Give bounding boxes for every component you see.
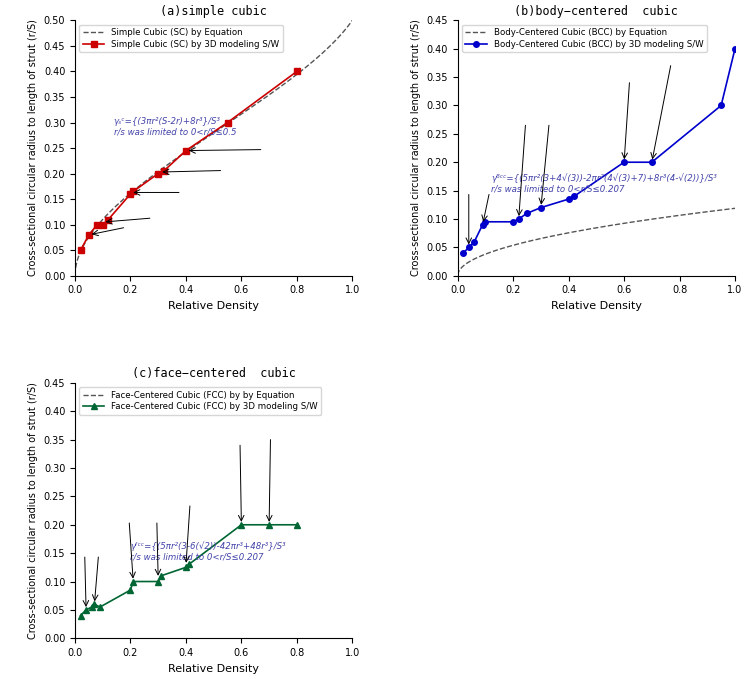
Simple Cubic (SC) by 3D modeling S/W xyxy=(126,190,135,198)
Line: Body-Centered Cubic (BCC) by Equation: Body-Centered Cubic (BCC) by Equation xyxy=(458,158,750,275)
Body-Centered Cubic (BCC) by Equation xyxy=(453,271,462,279)
Face-Centered Cubic (FCC) by 3D modeling S/W xyxy=(95,603,104,611)
Simple Cubic (SC) by 3D modeling S/W xyxy=(292,67,302,75)
Face-Centered Cubic (FCC) by 3D modeling S/W xyxy=(126,586,135,594)
Body-Centered Cubic (BCC) by 3D modeling S/W xyxy=(647,158,656,166)
Simple Cubic (SC) by 3D modeling S/W xyxy=(84,231,93,239)
Title: (a)simple cubic: (a)simple cubic xyxy=(160,5,267,18)
Face-Centered Cubic (FCC) by 3D modeling S/W xyxy=(87,603,96,611)
Body-Centered Cubic (BCC) by 3D modeling S/W xyxy=(523,209,532,217)
Body-Centered Cubic (BCC) by 3D modeling S/W xyxy=(536,204,545,212)
Body-Centered Cubic (BCC) by 3D modeling S/W xyxy=(620,158,628,166)
Face-Centered Cubic (FCC) by 3D modeling S/W xyxy=(129,577,138,585)
Simple Cubic (SC) by 3D modeling S/W xyxy=(159,167,168,175)
Face-Centered Cubic (FCC) by 3D modeling S/W xyxy=(292,521,302,529)
Simple Cubic (SC) by 3D modeling S/W xyxy=(76,246,85,254)
Face-Centered Cubic (FCC) by 3D modeling S/W xyxy=(154,577,163,585)
Simple Cubic (SC) by Equation xyxy=(348,16,357,24)
Title: (c)face−centered  cubic: (c)face−centered cubic xyxy=(132,367,296,380)
Body-Centered Cubic (BCC) by Equation xyxy=(748,202,750,210)
Simple Cubic (SC) by Equation xyxy=(70,271,80,279)
Line: Face-Centered Cubic (FCC) by by Equation: Face-Centered Cubic (FCC) by by Equation xyxy=(0,521,75,638)
Face-Centered Cubic (FCC) by 3D modeling S/W xyxy=(182,564,190,572)
Text: γᴮᶜᶜ={(5πr²(3+4√(3))-2πr²(4√(3)+7)+8r³(4-√(2))}/S³
r/s was limited to 0<r/S≤0.20: γᴮᶜᶜ={(5πr²(3+4√(3))-2πr²(4√(3)+7)+8r³(4… xyxy=(491,174,717,194)
Line: Face-Centered Cubic (FCC) by 3D modeling S/W: Face-Centered Cubic (FCC) by 3D modeling… xyxy=(78,522,300,619)
Simple Cubic (SC) by 3D modeling S/W xyxy=(154,170,163,178)
Body-Centered Cubic (BCC) by 3D modeling S/W xyxy=(470,238,478,246)
Body-Centered Cubic (BCC) by Equation xyxy=(626,218,635,226)
Face-Centered Cubic (FCC) by 3D modeling S/W xyxy=(90,600,99,608)
Text: γᶠᶜᶜ={(5πr²(3-6(√2))-42πr³+48r³}/S³
r/s was limited to 0<r/S≤0.207: γᶠᶜᶜ={(5πr²(3-6(√2))-42πr³+48r³}/S³ r/s … xyxy=(130,541,286,562)
Face-Centered Cubic (FCC) by 3D modeling S/W xyxy=(265,521,274,529)
Y-axis label: Cross-sectional circular radius to length of strut (r/S): Cross-sectional circular radius to lengt… xyxy=(28,20,38,276)
Face-Centered Cubic (FCC) by by Equation xyxy=(36,613,45,621)
Face-Centered Cubic (FCC) by 3D modeling S/W xyxy=(237,521,246,529)
Simple Cubic (SC) by 3D modeling S/W xyxy=(182,147,190,155)
Simple Cubic (SC) by Equation xyxy=(250,101,259,109)
Body-Centered Cubic (BCC) by Equation xyxy=(480,251,489,259)
Simple Cubic (SC) by Equation xyxy=(89,226,98,234)
X-axis label: Relative Density: Relative Density xyxy=(168,301,260,311)
Body-Centered Cubic (BCC) by 3D modeling S/W xyxy=(730,45,740,53)
X-axis label: Relative Density: Relative Density xyxy=(168,663,260,674)
Line: Simple Cubic (SC) by 3D modeling S/W: Simple Cubic (SC) by 3D modeling S/W xyxy=(78,69,300,253)
Simple Cubic (SC) by 3D modeling S/W xyxy=(98,221,107,229)
Legend: Body-Centered Cubic (BCC) by Equation, Body-Centered Cubic (BCC) by 3D modeling : Body-Centered Cubic (BCC) by Equation, B… xyxy=(462,24,707,52)
Simple Cubic (SC) by Equation xyxy=(108,206,117,214)
Body-Centered Cubic (BCC) by 3D modeling S/W xyxy=(570,192,579,200)
Face-Centered Cubic (FCC) by 3D modeling S/W xyxy=(184,560,194,568)
Legend: Simple Cubic (SC) by Equation, Simple Cubic (SC) by 3D modeling S/W: Simple Cubic (SC) by Equation, Simple Cu… xyxy=(80,24,283,52)
Title: (b)body−centered  cubic: (b)body−centered cubic xyxy=(514,5,678,18)
Simple Cubic (SC) by 3D modeling S/W xyxy=(104,215,112,223)
Body-Centered Cubic (BCC) by 3D modeling S/W xyxy=(459,249,468,257)
Simple Cubic (SC) by 3D modeling S/W xyxy=(129,187,138,196)
Y-axis label: Cross-sectional circular radius to length of strut (r/S): Cross-sectional circular radius to lengt… xyxy=(28,382,38,639)
Line: Simple Cubic (SC) by Equation: Simple Cubic (SC) by Equation xyxy=(75,20,352,275)
Simple Cubic (SC) by Equation xyxy=(220,121,230,129)
Face-Centered Cubic (FCC) by by Equation xyxy=(70,634,80,642)
Line: Body-Centered Cubic (BCC) by 3D modeling S/W: Body-Centered Cubic (BCC) by 3D modeling… xyxy=(460,46,738,256)
Body-Centered Cubic (BCC) by 3D modeling S/W xyxy=(717,101,726,109)
Body-Centered Cubic (BCC) by 3D modeling S/W xyxy=(564,195,573,203)
Simple Cubic (SC) by 3D modeling S/W xyxy=(223,118,232,126)
Face-Centered Cubic (FCC) by 3D modeling S/W xyxy=(76,612,85,620)
X-axis label: Relative Density: Relative Density xyxy=(550,301,642,311)
Simple Cubic (SC) by Equation xyxy=(280,79,290,88)
Body-Centered Cubic (BCC) by 3D modeling S/W xyxy=(509,218,518,226)
Body-Centered Cubic (BCC) by 3D modeling S/W xyxy=(478,221,488,229)
Face-Centered Cubic (FCC) by by Equation xyxy=(0,604,6,612)
Body-Centered Cubic (BCC) by 3D modeling S/W xyxy=(514,215,523,223)
Face-Centered Cubic (FCC) by 3D modeling S/W xyxy=(82,606,91,614)
Y-axis label: Cross-sectional circular radius to length of strut (r/S): Cross-sectional circular radius to lengt… xyxy=(411,20,421,276)
Face-Centered Cubic (FCC) by 3D modeling S/W xyxy=(157,572,166,580)
Body-Centered Cubic (BCC) by Equation xyxy=(509,241,518,249)
Simple Cubic (SC) by 3D modeling S/W xyxy=(93,221,102,229)
Text: γₛᶜ={(3πr²(S-2r)+8r³}/S³
r/s was limited to 0<r/S≤0.5: γₛᶜ={(3πr²(S-2r)+8r³}/S³ r/s was limited… xyxy=(114,117,236,136)
Body-Centered Cubic (BCC) by 3D modeling S/W xyxy=(481,218,490,226)
Legend: Face-Centered Cubic (FCC) by by Equation, Face-Centered Cubic (FCC) by 3D modeli: Face-Centered Cubic (FCC) by by Equation… xyxy=(80,387,321,415)
Simple Cubic (SC) by Equation xyxy=(170,155,178,164)
Body-Centered Cubic (BCC) by 3D modeling S/W xyxy=(464,243,473,251)
